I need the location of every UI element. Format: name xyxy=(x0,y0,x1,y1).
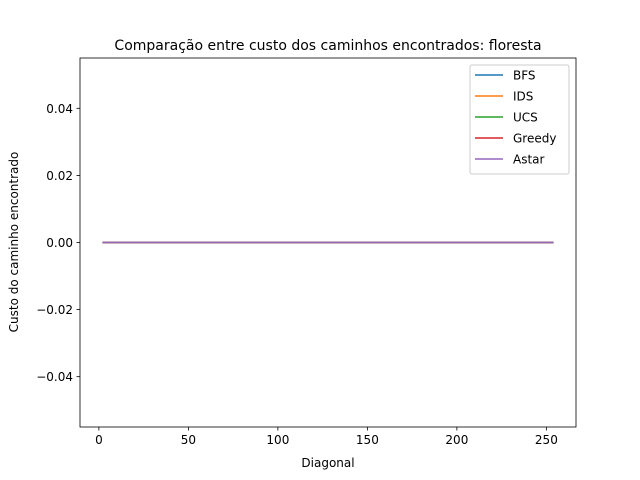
x-tick-label: 250 xyxy=(535,433,558,447)
legend-label-bfs: BFS xyxy=(513,69,536,83)
legend-label-ids: IDS xyxy=(513,90,533,104)
legend: BFS IDS UCS Greedy Astar xyxy=(469,64,570,175)
x-axis-label: Diagonal xyxy=(301,456,354,470)
y-tick-label: 0.04 xyxy=(46,102,73,116)
x-tick-label: 150 xyxy=(356,433,379,447)
chart-title: Comparação entre custo dos caminhos enco… xyxy=(114,38,541,54)
x-axis: 0 50 100 150 200 250 xyxy=(95,427,558,447)
legend-label-greedy: Greedy xyxy=(513,132,556,146)
x-tick-label: 50 xyxy=(181,433,196,447)
x-tick-label: 100 xyxy=(266,433,289,447)
x-tick-label: 0 xyxy=(95,433,103,447)
y-tick-label: −0.02 xyxy=(36,303,73,317)
y-axis-label: Custo do caminho encontrado xyxy=(7,152,21,333)
y-axis: −0.04 −0.02 0.00 0.02 0.04 xyxy=(36,102,80,384)
legend-box xyxy=(469,64,570,175)
y-tick-label: −0.04 xyxy=(36,370,73,384)
legend-label-astar: Astar xyxy=(513,153,545,167)
x-tick-label: 200 xyxy=(445,433,468,447)
y-tick-label: 0.00 xyxy=(46,236,73,250)
legend-label-ucs: UCS xyxy=(513,111,538,125)
y-tick-label: 0.02 xyxy=(46,169,73,183)
